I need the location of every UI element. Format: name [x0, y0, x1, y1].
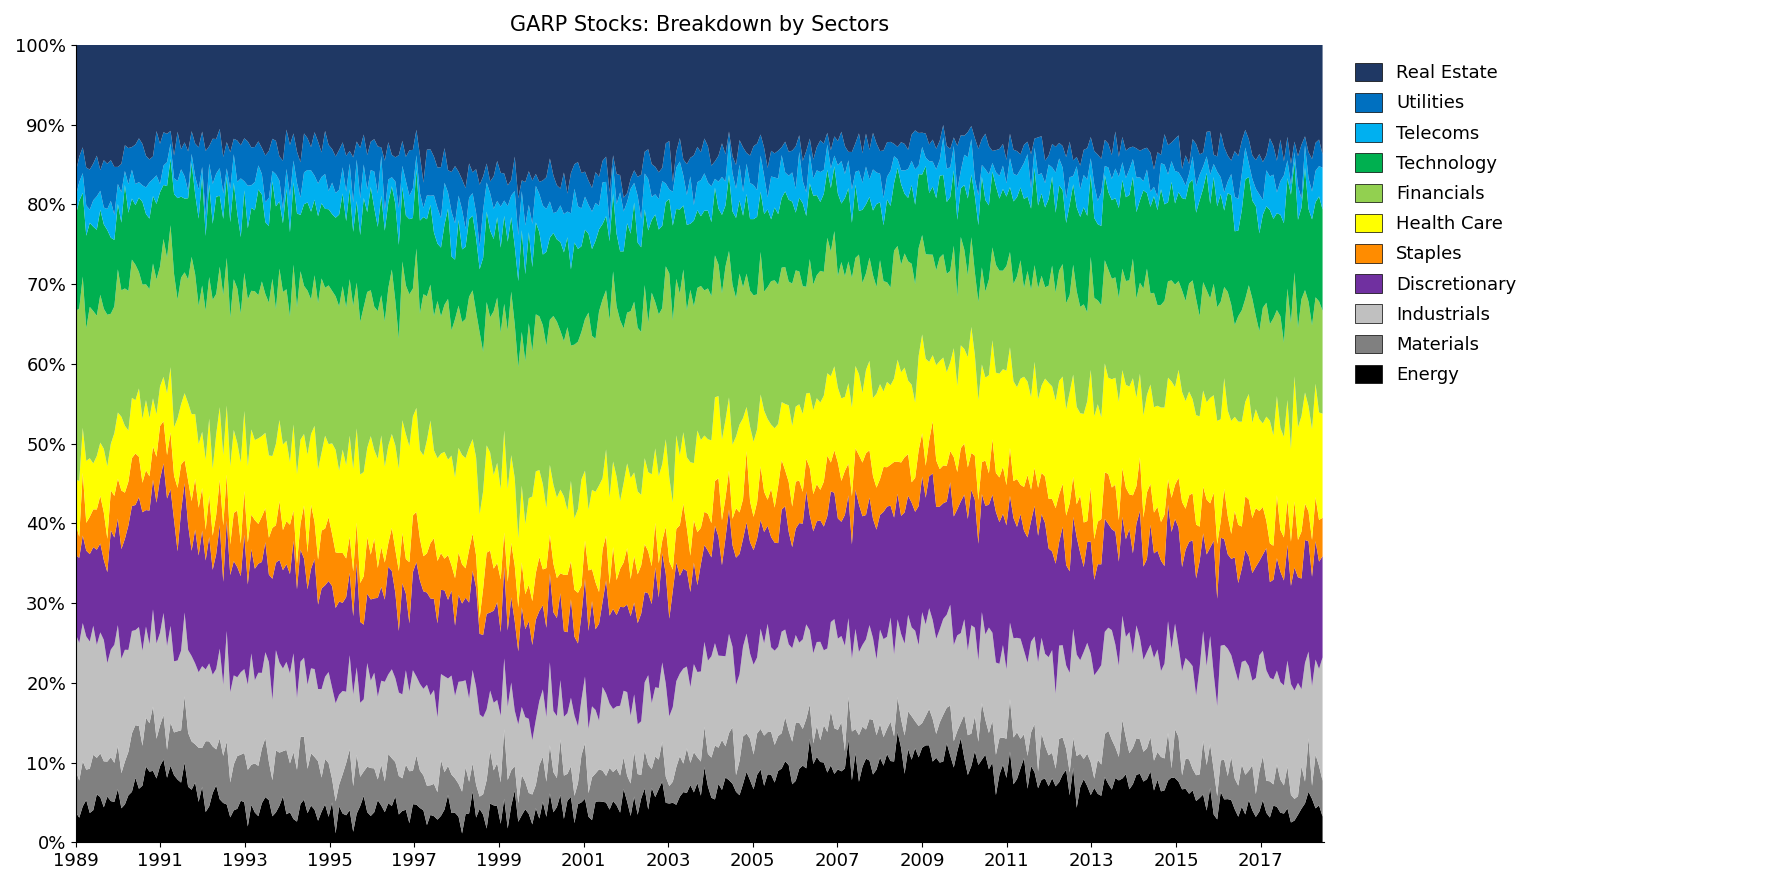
Title: GARP Stocks: Breakdown by Sectors: GARP Stocks: Breakdown by Sectors	[510, 15, 890, 35]
Legend: Real Estate, Utilities, Telecoms, Technology, Financials, Health Care, Staples, : Real Estate, Utilities, Telecoms, Techno…	[1345, 54, 1526, 393]
